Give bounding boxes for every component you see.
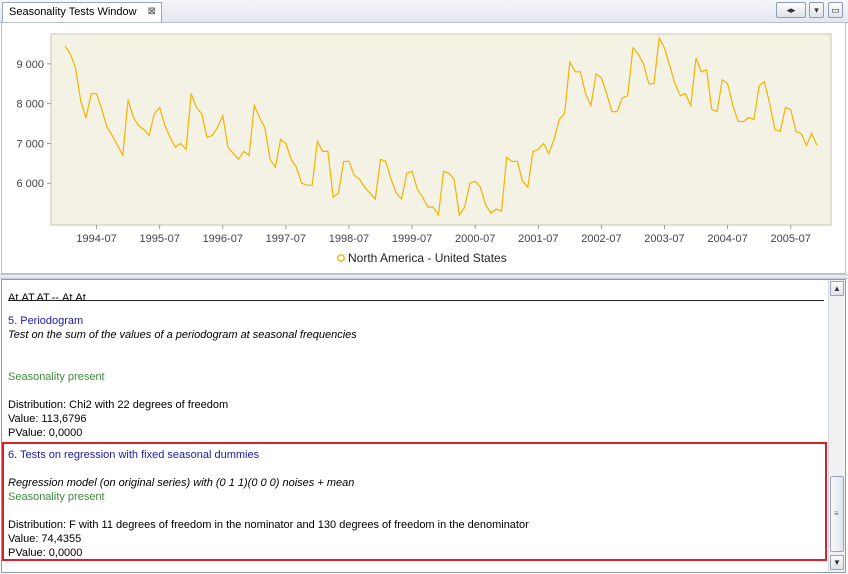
legend-marker bbox=[337, 254, 345, 262]
tab-navigation-arrows-icon[interactable]: ◂▸ bbox=[776, 2, 806, 18]
series-line-north-america-united-states[interactable] bbox=[64, 36, 818, 217]
x-tick-label: 2000-07 bbox=[455, 233, 495, 245]
x-tick-label: 2004-07 bbox=[707, 233, 747, 245]
y-tick-label: 9 000 bbox=[16, 59, 44, 71]
regression-distribution: Distribution: F with 11 degrees of freed… bbox=[8, 519, 529, 531]
panel-splitter[interactable] bbox=[0, 274, 848, 279]
x-tick-label: 1998-07 bbox=[329, 233, 369, 245]
regression-title: 6. Tests on regression with fixed season… bbox=[8, 449, 260, 461]
x-tick-label: 2003-07 bbox=[644, 233, 684, 245]
results-text-panel: At.AT.AT.--.At.At 5. Periodogram Test on… bbox=[1, 279, 846, 573]
scrollbar-thumb[interactable]: ≡ bbox=[830, 476, 844, 552]
grip-icon: ≡ bbox=[834, 509, 839, 518]
periodogram-description: Test on the sum of the values of a perio… bbox=[8, 329, 357, 341]
x-tick-label: 1995-07 bbox=[139, 233, 179, 245]
x-tick-label: 1997-07 bbox=[266, 233, 306, 245]
maximize-window-icon[interactable]: ▭ bbox=[828, 2, 843, 18]
vertical-scrollbar[interactable]: ▲ ≡ ▼ bbox=[828, 280, 845, 572]
periodogram-pvalue: PValue: 0,0000 bbox=[8, 427, 83, 439]
scroll-up-icon[interactable]: ▲ bbox=[830, 281, 844, 296]
regression-verdict: Seasonality present bbox=[8, 491, 105, 503]
seasonality-line-chart: 9 000 8 000 7 000 6 000 1994-07 1995-07 1996-… bbox=[16, 33, 832, 265]
periodogram-title: 5. Periodogram bbox=[8, 315, 84, 327]
y-tick-label: 6 000 bbox=[16, 178, 44, 190]
x-tick-label: 1996-07 bbox=[203, 233, 243, 245]
chart-panel: 9 000 8 000 7 000 6 000 1994-07 1995-07 1996-… bbox=[1, 22, 846, 274]
regression-highlight-box bbox=[2, 442, 827, 561]
x-tick-label: 2001-07 bbox=[518, 233, 558, 245]
results-header: At.AT.AT.--.At.At bbox=[8, 292, 86, 304]
x-tick-label: 2002-07 bbox=[581, 233, 621, 245]
x-tick-label: 1994-07 bbox=[76, 233, 116, 245]
window-menu-dropdown-icon[interactable]: ▾ bbox=[809, 2, 824, 18]
regression-value: Value: 74,4355 bbox=[8, 533, 82, 545]
header-divider bbox=[8, 300, 824, 301]
y-tick-label: 7 000 bbox=[16, 138, 44, 150]
periodogram-verdict: Seasonality present bbox=[8, 371, 105, 383]
regression-pvalue: PValue: 0,0000 bbox=[8, 547, 83, 559]
x-tick-label: 2005-07 bbox=[771, 233, 811, 245]
tab-title: Seasonality Tests Window bbox=[9, 6, 137, 18]
y-tick-label: 8 000 bbox=[16, 99, 44, 111]
tab-bar: Seasonality Tests Window ⊠ ◂▸ ▾ ▭ bbox=[0, 0, 848, 23]
regression-description: Regression model (on original series) wi… bbox=[8, 477, 355, 489]
chart-legend[interactable]: North America - United States bbox=[337, 251, 507, 265]
tab-close-icon[interactable]: ⊠ bbox=[147, 6, 156, 17]
periodogram-distribution: Distribution: Chi2 with 22 degrees of fr… bbox=[8, 399, 229, 411]
periodogram-value: Value: 113,6796 bbox=[8, 413, 87, 425]
legend-series-label: North America - United States bbox=[348, 251, 507, 265]
tab-seasonality-tests[interactable]: Seasonality Tests Window ⊠ bbox=[2, 2, 162, 22]
x-tick-label: 1999-07 bbox=[392, 233, 432, 245]
scroll-down-icon[interactable]: ▼ bbox=[830, 555, 844, 570]
